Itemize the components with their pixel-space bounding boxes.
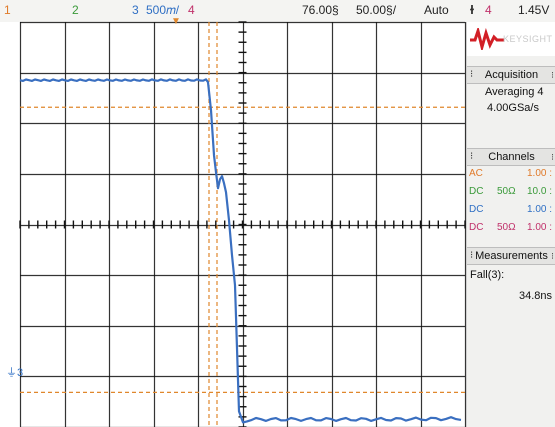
acquisition-header[interactable]: ⁝ Acquisition ⁝ [467, 66, 555, 84]
waveform-display[interactable]: ▼ ⏚3 [6, 17, 467, 427]
measurement-value: 34.8ns [519, 290, 553, 302]
expand-icon: ⁝ [551, 70, 554, 80]
channel-row-2[interactable]: DC 50Ω 10.0 : [469, 186, 553, 197]
channel-3-trace [19, 78, 462, 424]
run-mode[interactable]: Auto [424, 3, 449, 17]
channel-2-label[interactable]: 2 [72, 3, 79, 17]
expand-icon: ⁝ [551, 251, 554, 261]
trigger-channel[interactable]: 4 [485, 3, 492, 17]
channel-row-3[interactable]: DC 1.00 : [469, 204, 553, 215]
logo-text: KEYSIGHT [503, 34, 553, 44]
channel-1-label[interactable]: 1 [4, 3, 11, 17]
ground-marker-label: 3 [17, 367, 24, 379]
side-panel: KEYSIGHT ⁝ Acquisition ⁝ Averaging 4 4.0… [466, 22, 555, 427]
ground-icon: ⏚ [6, 367, 17, 379]
rising-edge-icon: ɫ [470, 3, 474, 17]
status-bar: 1 2 3 500𝑚/ 4 76.00§ 50.00§/ Auto ɫ 4 1.… [0, 0, 555, 22]
keysight-wave-icon [470, 28, 504, 50]
time-position[interactable]: 76.00§ [302, 3, 339, 17]
ground-marker[interactable]: ⏚3 [6, 367, 23, 379]
expand-icon: ⁝ [551, 152, 554, 162]
channel-row-1[interactable]: AC 1.00 : [469, 168, 553, 179]
measurement-label: Fall(3): [470, 269, 505, 281]
acquisition-rate: 4.00GSa/s [487, 102, 539, 114]
time-scale[interactable]: 50.00§/ [356, 3, 397, 17]
channel-4-label[interactable]: 4 [188, 3, 195, 17]
channel-row-4[interactable]: DC 50Ω 1.00 : [469, 222, 553, 233]
keysight-logo: KEYSIGHT [467, 22, 555, 56]
trigger-position-marker[interactable]: ▼ [171, 16, 181, 27]
trigger-level[interactable]: 1.45V [518, 3, 550, 17]
acquisition-mode: Averaging 4 [485, 86, 544, 98]
measurements-header[interactable]: ⁝ Measurements ⁝ [467, 247, 555, 265]
channel-3-scale: 500𝑚/ [146, 3, 180, 17]
channel-3-label[interactable]: 3 [132, 3, 139, 17]
channels-header[interactable]: ⁝ Channels ⁝ [467, 148, 555, 166]
waveform-graticule [19, 21, 467, 427]
